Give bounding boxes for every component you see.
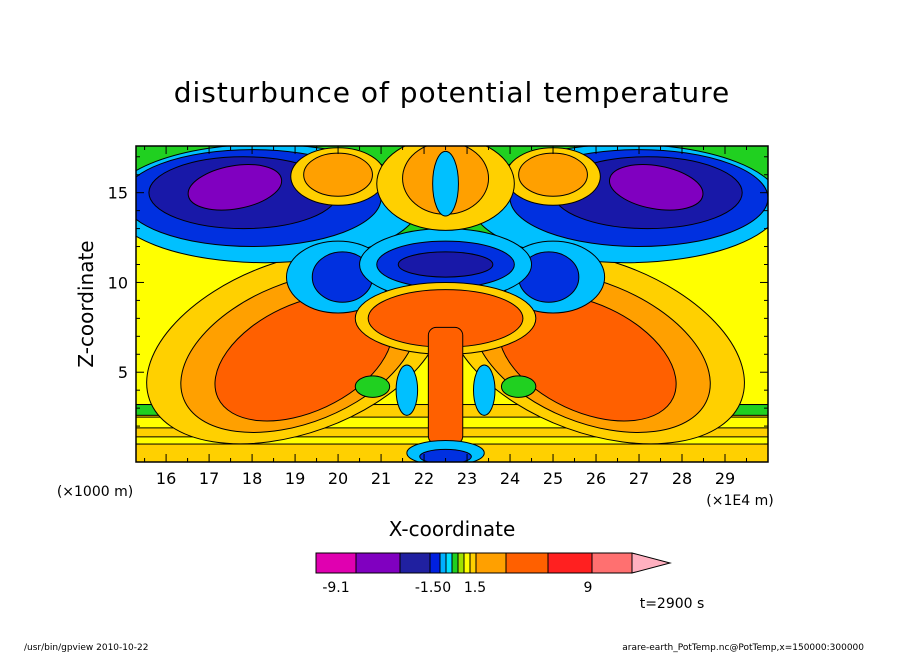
x-tick-label: 24: [500, 469, 520, 488]
x-tick-label: 23: [457, 469, 477, 488]
footer-right: arare-earth_PotTemp.nc@PotTemp,x=150000:…: [622, 643, 864, 653]
colorbar-segment: [505, 552, 549, 574]
y-axis: 5 10 15: [108, 156, 768, 445]
y-axis-label: Z-coordinate: [74, 240, 98, 367]
time-annotation: t=2900 s: [640, 596, 705, 612]
x-tick-label: 22: [414, 469, 434, 488]
footer-left: /usr/bin/gpview 2010-10-22: [24, 643, 148, 653]
contour-central-top-3: [432, 150, 459, 217]
y-scale-note: (×1000 m): [57, 484, 133, 500]
x-tick-label: 20: [328, 469, 348, 488]
x-tick-label: 18: [242, 469, 262, 488]
x-scale-note: (×1E4 m): [706, 493, 773, 509]
contour-warm-upper-left-2: [303, 152, 373, 197]
contour-plume-side-right: [472, 364, 496, 416]
x-tick-label: 28: [672, 469, 692, 488]
colorbar-segment: [439, 552, 447, 574]
colorbar-segment: [463, 552, 471, 574]
colorbar-label: -1.50: [415, 580, 451, 596]
x-axis-label: X-coordinate: [389, 517, 516, 541]
colorbar-segment: [591, 552, 633, 574]
x-tick-label: 29: [715, 469, 735, 488]
x-tick-label: 21: [371, 469, 391, 488]
colorbar-segment: [469, 552, 477, 574]
y-tick-label: 15: [108, 184, 128, 203]
colorbar-label: 1.5: [464, 580, 486, 596]
contour-low-right-green: [500, 375, 537, 398]
contour-plume-stem: [427, 326, 464, 445]
x-tick-label: 27: [629, 469, 649, 488]
contour-upper-left-4: [187, 164, 283, 211]
colorbar: -9.1 -1.50 1.5 9: [315, 552, 672, 596]
colorbar-segment: [445, 552, 453, 574]
colorbar-segment: [315, 552, 357, 574]
contour-fills: [136, 146, 768, 462]
colorbar-segment: [355, 552, 401, 574]
contour-central-band-3: [397, 251, 494, 278]
x-tick-label: 26: [586, 469, 606, 488]
colorbar-arrow: [631, 552, 672, 574]
x-tick-label: 17: [199, 469, 219, 488]
colorbar-label: 9: [584, 580, 593, 596]
x-tick-label: 16: [156, 469, 176, 488]
colorbar-segment: [457, 552, 465, 574]
colorbar-segment: [547, 552, 593, 574]
plot-area: [136, 146, 768, 462]
colorbar-segment: [399, 552, 431, 574]
colorbar-segment: [429, 552, 441, 574]
contour-warm-upper-right-2: [518, 152, 588, 197]
x-tick-label: 25: [543, 469, 563, 488]
colorbar-label: -9.1: [322, 580, 349, 596]
y-tick-label: 5: [118, 363, 128, 382]
x-tick-label: 19: [285, 469, 305, 488]
contour-bottom-spot-2: [419, 448, 472, 462]
colorbar-segment: [475, 552, 507, 574]
colorbar-segment: [451, 552, 459, 574]
y-tick-label: 10: [108, 273, 128, 292]
contour-plume-side-left: [395, 364, 419, 416]
contour-upper-right-4: [608, 164, 704, 211]
plot-frame: [135, 145, 769, 463]
contour-low-left-green: [354, 375, 391, 398]
chart-title: disturbunce of potential temperature: [174, 76, 731, 109]
x-axis: 16 17 18 19 20 21 22 23 24 25 26 27 28 29: [144, 146, 748, 488]
